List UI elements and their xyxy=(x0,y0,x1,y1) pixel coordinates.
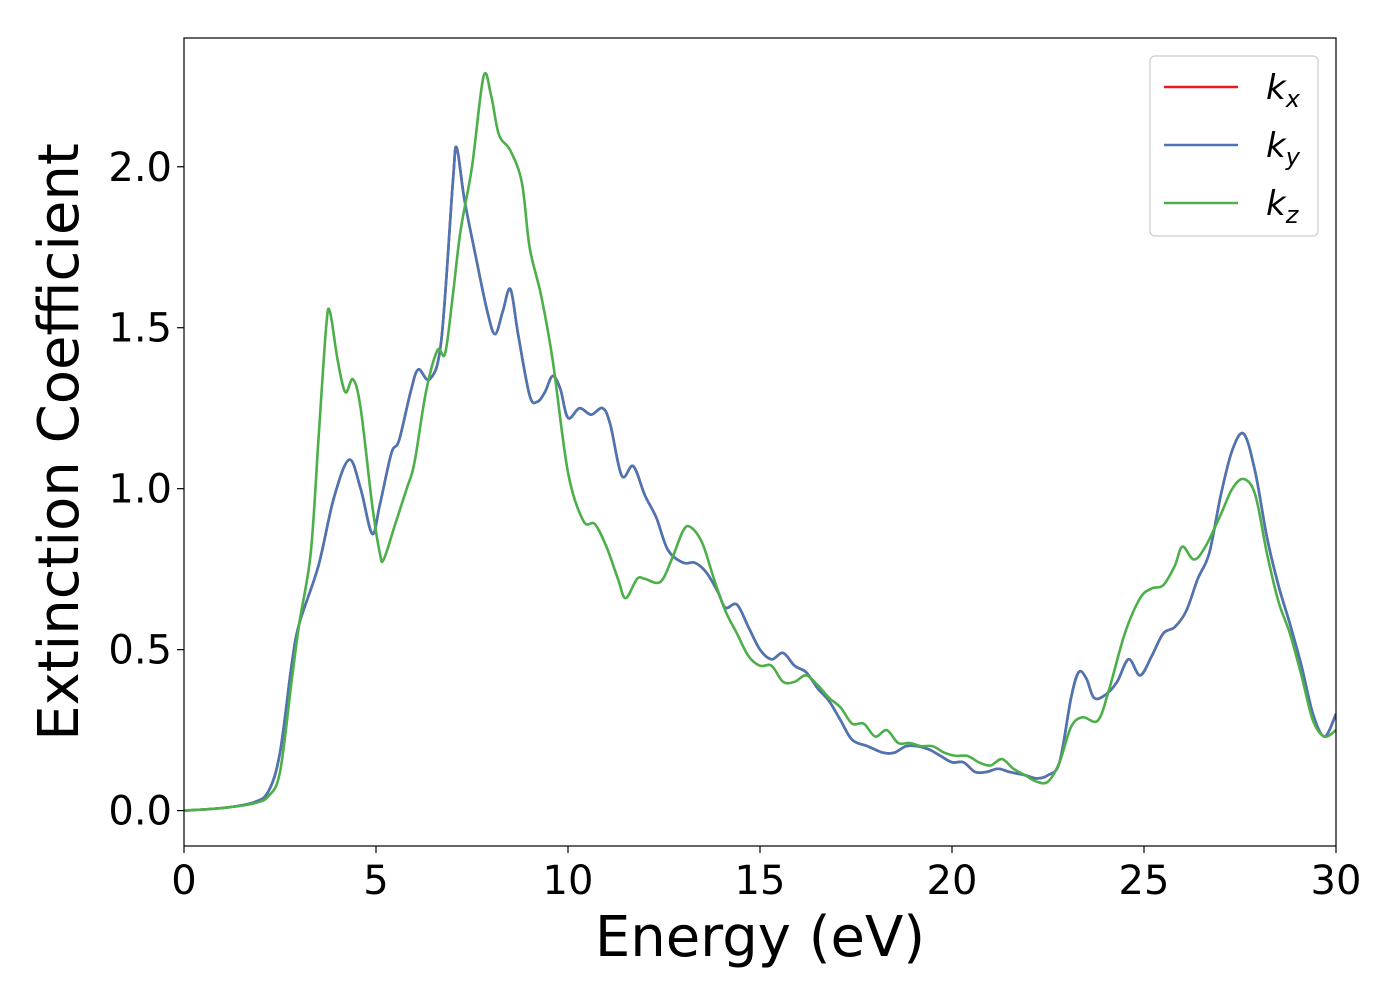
series-line-k-z xyxy=(184,72,1336,812)
y-tick-label: 0.0 xyxy=(108,789,172,835)
x-axis-title: Energy (eV) xyxy=(595,905,925,970)
x-tick-label: 0 xyxy=(171,858,196,904)
y-tick-label: 2.0 xyxy=(108,145,172,191)
x-tick-label: 10 xyxy=(543,858,594,904)
legend-label: kx xyxy=(1266,68,1301,113)
y-tick-label: 1.0 xyxy=(108,467,172,513)
y-tick-label: 0.5 xyxy=(108,628,172,674)
x-tick-label: 5 xyxy=(363,858,388,904)
x-axis: 0 5 10 15 20 25 30 xyxy=(171,846,1361,904)
x-tick-label: 15 xyxy=(735,858,786,904)
x-tick-label: 25 xyxy=(1119,858,1170,904)
y-axis-title: Extinction Coefficient xyxy=(27,143,92,741)
y-tick-label: 1.5 xyxy=(108,306,172,352)
y-axis: 0.0 0.5 1.0 1.5 2.0 xyxy=(108,145,184,835)
legend-label: ky xyxy=(1266,126,1301,171)
x-tick-label: 30 xyxy=(1311,858,1362,904)
series-layer xyxy=(184,72,1336,812)
x-tick-label: 20 xyxy=(927,858,978,904)
series-line-k-y xyxy=(184,145,1336,812)
